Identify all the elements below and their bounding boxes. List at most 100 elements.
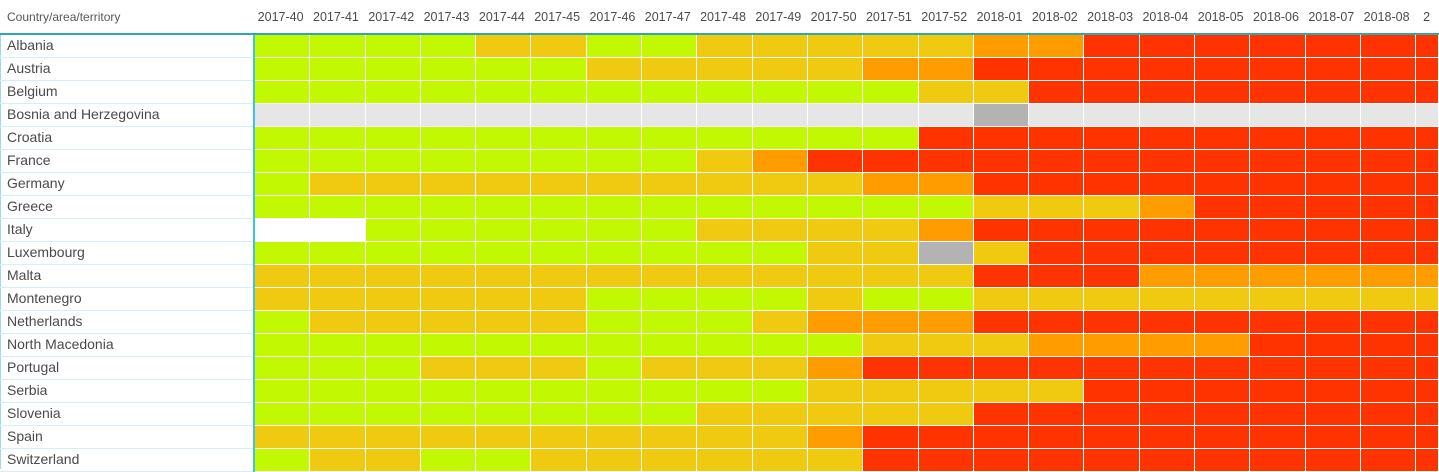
row-label-serbia[interactable]: Serbia (0, 380, 253, 403)
cell-north-macedonia-2018-02[interactable] (1029, 334, 1085, 357)
cell-north-macedonia-2018-07[interactable] (1305, 334, 1361, 357)
cell-bosnia-and-herzegovina-2017-49[interactable] (752, 104, 808, 127)
cell-austria-2018-05[interactable] (1195, 58, 1251, 81)
cell-greece-2017-42[interactable] (365, 196, 421, 219)
cell-slovenia-2017-46[interactable] (586, 403, 643, 426)
column-header-2018-05[interactable]: 2018-05 (1197, 9, 1244, 24)
cell-spain-2[interactable] (1416, 426, 1439, 449)
cell-luxembourg-2017-43[interactable] (420, 242, 477, 265)
row-label-italy[interactable]: Italy (0, 219, 253, 242)
cell-croatia-2017-49[interactable] (752, 127, 808, 150)
row-label-germany[interactable]: Germany (0, 173, 253, 196)
cell-bosnia-and-herzegovina-2018-03[interactable] (1084, 104, 1140, 127)
cell-north-macedonia-2018-01[interactable] (973, 334, 1030, 357)
cell-croatia-2017-45[interactable] (531, 127, 587, 150)
column-header-2018-03[interactable]: 2018-03 (1087, 9, 1134, 24)
cell-greece-2017-44[interactable] (476, 196, 532, 219)
cell-luxembourg-2017-40[interactable] (255, 242, 311, 265)
cell-serbia-2017-44[interactable] (476, 380, 532, 403)
cell-france-2018-01[interactable] (973, 150, 1030, 173)
cell-croatia-2017-50[interactable] (807, 127, 864, 150)
cell-montenegro-2[interactable] (1416, 288, 1439, 311)
cell-germany-2[interactable] (1416, 173, 1439, 196)
cell-france-2018-04[interactable] (1139, 150, 1196, 173)
cell-germany-2017-46[interactable] (586, 173, 643, 196)
cell-germany-2018-05[interactable] (1195, 173, 1251, 196)
cell-italy-2018-08[interactable] (1360, 219, 1417, 242)
cell-portugal-2017-51[interactable] (863, 357, 919, 380)
row-label-bosnia-and-herzegovina[interactable]: Bosnia and Herzegovina (0, 104, 253, 127)
cell-luxembourg-2[interactable] (1416, 242, 1439, 265)
cell-portugal-2017-49[interactable] (752, 357, 808, 380)
cell-netherlands-2017-50[interactable] (807, 311, 864, 334)
cell-serbia-2017-47[interactable] (642, 380, 698, 403)
cell-germany-2017-49[interactable] (752, 173, 808, 196)
cell-netherlands-2018-01[interactable] (973, 311, 1030, 334)
column-header-2017-50[interactable]: 2017-50 (810, 9, 857, 24)
cell-switzerland-2018-04[interactable] (1139, 449, 1196, 472)
cell-malta-2017-44[interactable] (476, 265, 532, 288)
cell-austria-2018-02[interactable] (1029, 58, 1085, 81)
cell-malta-2017-46[interactable] (586, 265, 643, 288)
column-header-2017-51[interactable]: 2017-51 (865, 9, 912, 24)
cell-north-macedonia-2018-05[interactable] (1195, 334, 1251, 357)
cell-albania-2017-49[interactable] (752, 35, 808, 58)
cell-germany-2017-40[interactable] (255, 173, 311, 196)
cell-portugal-2017-47[interactable] (642, 357, 698, 380)
cell-albania-2018-03[interactable] (1084, 35, 1140, 58)
cell-albania-2017-45[interactable] (531, 35, 587, 58)
cell-malta-2018-06[interactable] (1250, 265, 1306, 288)
cell-north-macedonia-2017-45[interactable] (531, 334, 587, 357)
cell-france-2017-51[interactable] (863, 150, 919, 173)
cell-montenegro-2017-46[interactable] (586, 288, 643, 311)
cell-bosnia-and-herzegovina-2017-48[interactable] (697, 104, 753, 127)
cell-netherlands-2018-02[interactable] (1029, 311, 1085, 334)
cell-italy-2017-50[interactable] (807, 219, 864, 242)
cell-france-2018-08[interactable] (1360, 150, 1417, 173)
cell-austria-2018-03[interactable] (1084, 58, 1140, 81)
cell-albania-2018-08[interactable] (1360, 35, 1417, 58)
cell-netherlands-2017-51[interactable] (863, 311, 919, 334)
cell-portugal-2017-42[interactable] (365, 357, 421, 380)
cell-croatia-2017-48[interactable] (697, 127, 753, 150)
cell-germany-2017-52[interactable] (918, 173, 974, 196)
cell-malta-2018-07[interactable] (1305, 265, 1361, 288)
cell-spain-2018-07[interactable] (1305, 426, 1361, 449)
row-label-portugal[interactable]: Portugal (0, 357, 253, 380)
cell-luxembourg-2018-05[interactable] (1195, 242, 1251, 265)
cell-netherlands-2018-04[interactable] (1139, 311, 1196, 334)
cell-albania-2017-47[interactable] (642, 35, 698, 58)
cell-switzerland-2018-05[interactable] (1195, 449, 1251, 472)
cell-france-2018-03[interactable] (1084, 150, 1140, 173)
cell-greece-2018-02[interactable] (1029, 196, 1085, 219)
cell-germany-2018-06[interactable] (1250, 173, 1306, 196)
cell-luxembourg-2017-46[interactable] (586, 242, 643, 265)
cell-bosnia-and-herzegovina-2017-41[interactable] (310, 104, 366, 127)
cell-france-2017-47[interactable] (642, 150, 698, 173)
cell-north-macedonia-2017-46[interactable] (586, 334, 643, 357)
cell-spain-2018-06[interactable] (1250, 426, 1306, 449)
cell-albania-2017-50[interactable] (807, 35, 864, 58)
cell-malta-2018-03[interactable] (1084, 265, 1140, 288)
cell-austria-2018-06[interactable] (1250, 58, 1306, 81)
cell-spain-2018-05[interactable] (1195, 426, 1251, 449)
cell-north-macedonia-2018-08[interactable] (1360, 334, 1417, 357)
cell-croatia-2018-08[interactable] (1360, 127, 1417, 150)
cell-belgium-2018-08[interactable] (1360, 81, 1417, 104)
cell-netherlands-2017-40[interactable] (255, 311, 311, 334)
cell-germany-2018-01[interactable] (973, 173, 1030, 196)
column-header-2017-52[interactable]: 2017-52 (921, 9, 968, 24)
cell-switzerland-2017-50[interactable] (807, 449, 864, 472)
cell-croatia-2018-03[interactable] (1084, 127, 1140, 150)
cell-spain-2017-46[interactable] (586, 426, 643, 449)
cell-serbia-2018-03[interactable] (1084, 380, 1140, 403)
cell-montenegro-2017-51[interactable] (863, 288, 919, 311)
cell-montenegro-2017-41[interactable] (310, 288, 366, 311)
cell-malta-2017-50[interactable] (807, 265, 864, 288)
cell-austria-2017-43[interactable] (420, 58, 477, 81)
cell-belgium-2017-42[interactable] (365, 81, 421, 104)
cell-spain-2017-41[interactable] (310, 426, 366, 449)
cell-belgium-2017-45[interactable] (531, 81, 587, 104)
cell-bosnia-and-herzegovina-2017-43[interactable] (420, 104, 477, 127)
cell-serbia-2017-43[interactable] (420, 380, 477, 403)
